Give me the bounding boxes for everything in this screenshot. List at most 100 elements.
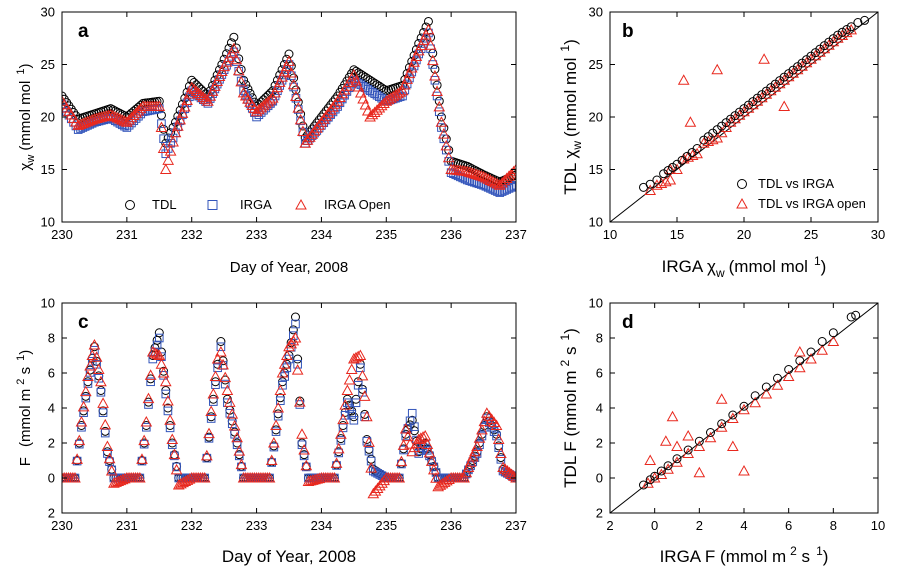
panel-a-ylabel: χw (mmol mol 1)	[15, 64, 37, 171]
point-c-triangle	[328, 471, 341, 483]
point-c-square	[83, 379, 93, 388]
point-c-triangle	[399, 422, 412, 434]
point-c-triangle	[471, 440, 483, 451]
point-c-triangle	[497, 461, 509, 472]
xtick-label: 230	[51, 518, 73, 533]
point-c-triangle	[280, 349, 293, 360]
point-b-triangle	[691, 147, 703, 159]
legend-b-tdl-marker	[737, 179, 747, 189]
point-a-triangle	[255, 101, 268, 113]
point-c-triangle	[99, 418, 112, 430]
point-a-triangle	[195, 89, 207, 100]
point-c-triangle	[291, 364, 304, 375]
point-c-circle	[165, 421, 175, 430]
point-a-triangle	[317, 113, 330, 124]
point-a-triangle	[405, 61, 418, 73]
point-a-triangle	[410, 50, 423, 62]
point-c-triangle	[376, 477, 388, 488]
point-c-square	[220, 379, 230, 389]
point-c-triangle	[233, 445, 246, 456]
point-a-circle	[349, 65, 359, 75]
point-c-circle	[154, 328, 164, 338]
xtick-label: 235	[375, 227, 397, 242]
point-c-triangle	[133, 471, 146, 483]
point-a-triangle	[357, 92, 369, 104]
ytick-label: 0	[596, 471, 603, 486]
point-b-triangle	[773, 77, 786, 89]
point-b-triangle	[764, 84, 777, 96]
point-b-triangle	[787, 67, 799, 78]
point-c-triangle	[289, 331, 302, 343]
point-a-triangle	[361, 104, 374, 116]
point-a-triangle	[507, 165, 516, 177]
point-c-circle	[293, 354, 303, 364]
point-c-triangle	[423, 446, 436, 458]
panel-d-ticks: 2 0 2 4 6 8 10 2 0 2 4 6 8 10	[589, 296, 886, 534]
point-a-triangle	[412, 44, 425, 56]
legend-a-irga-marker	[207, 200, 218, 210]
point-c-triangle	[335, 428, 347, 439]
point-c-square	[293, 359, 302, 369]
point-c-triangle	[226, 408, 239, 419]
xlabel-d-mid: s	[797, 547, 810, 566]
point-c-triangle	[371, 482, 384, 493]
one-to-one-line	[610, 12, 878, 222]
point-c-triangle	[341, 384, 354, 395]
point-a-triangle	[315, 116, 328, 127]
point-a-triangle	[109, 110, 122, 122]
ytick-label: 6	[48, 366, 55, 381]
point-c-triangle	[430, 472, 442, 483]
point-d-circle	[717, 419, 727, 429]
point-b-circle	[645, 179, 655, 189]
point-c-square	[496, 455, 506, 464]
point-c-square	[206, 414, 216, 423]
point-a-triangle	[190, 85, 203, 96]
point-c-triangle	[231, 431, 243, 443]
point-a-triangle	[264, 94, 277, 105]
ytick-label: 30	[589, 5, 603, 20]
ylabel-a-close: )	[17, 64, 34, 69]
point-a-circle	[159, 124, 169, 134]
point-c-triangle	[483, 410, 496, 421]
xtick-label: 30	[871, 227, 885, 242]
point-d-circle	[828, 328, 838, 338]
panel-d-marks	[610, 303, 878, 513]
point-c-square	[167, 440, 177, 450]
point-b-circle	[833, 30, 843, 40]
ylabel-c-sup2: 1	[15, 355, 27, 361]
panel-b-xlabel: IRGA χw (mmol mol 1)	[662, 254, 827, 280]
ylabel-b-close: )	[561, 39, 580, 45]
point-a-square	[479, 180, 488, 190]
point-c-triangle	[443, 473, 455, 484]
point-a-triangle	[435, 116, 448, 127]
ylabel-b-sup: 1	[558, 45, 572, 52]
point-b-triangle	[782, 70, 795, 82]
point-b-triangle	[644, 184, 657, 195]
point-c-triangle	[478, 415, 491, 427]
point-a-triangle	[378, 97, 390, 108]
point-a-square	[400, 85, 410, 95]
point-c-triangle	[458, 471, 470, 483]
point-d-circle	[656, 466, 666, 476]
point-a-triangle	[199, 93, 212, 104]
xtick-label: 0	[651, 518, 658, 533]
point-c-triangle	[105, 464, 118, 476]
xtick-label: 6	[785, 518, 792, 533]
ytick-label: 0	[48, 471, 55, 486]
point-c-circle	[206, 412, 216, 422]
point-a-triangle	[116, 114, 129, 125]
ytick-label: 2	[48, 506, 55, 521]
point-d-triangle	[671, 440, 683, 451]
point-c-triangle	[485, 413, 498, 424]
point-b-triangle	[677, 74, 690, 85]
point-a-triangle	[107, 109, 119, 121]
ytick-label: 15	[41, 162, 55, 177]
point-a-triangle	[95, 111, 108, 122]
point-a-triangle	[352, 80, 365, 92]
point-c-triangle	[144, 369, 157, 380]
point-a-triangle	[301, 134, 314, 145]
point-c-triangle	[492, 433, 505, 444]
point-d-circle	[750, 391, 760, 401]
point-a-triangle	[188, 83, 200, 95]
point-c-triangle	[149, 347, 161, 358]
